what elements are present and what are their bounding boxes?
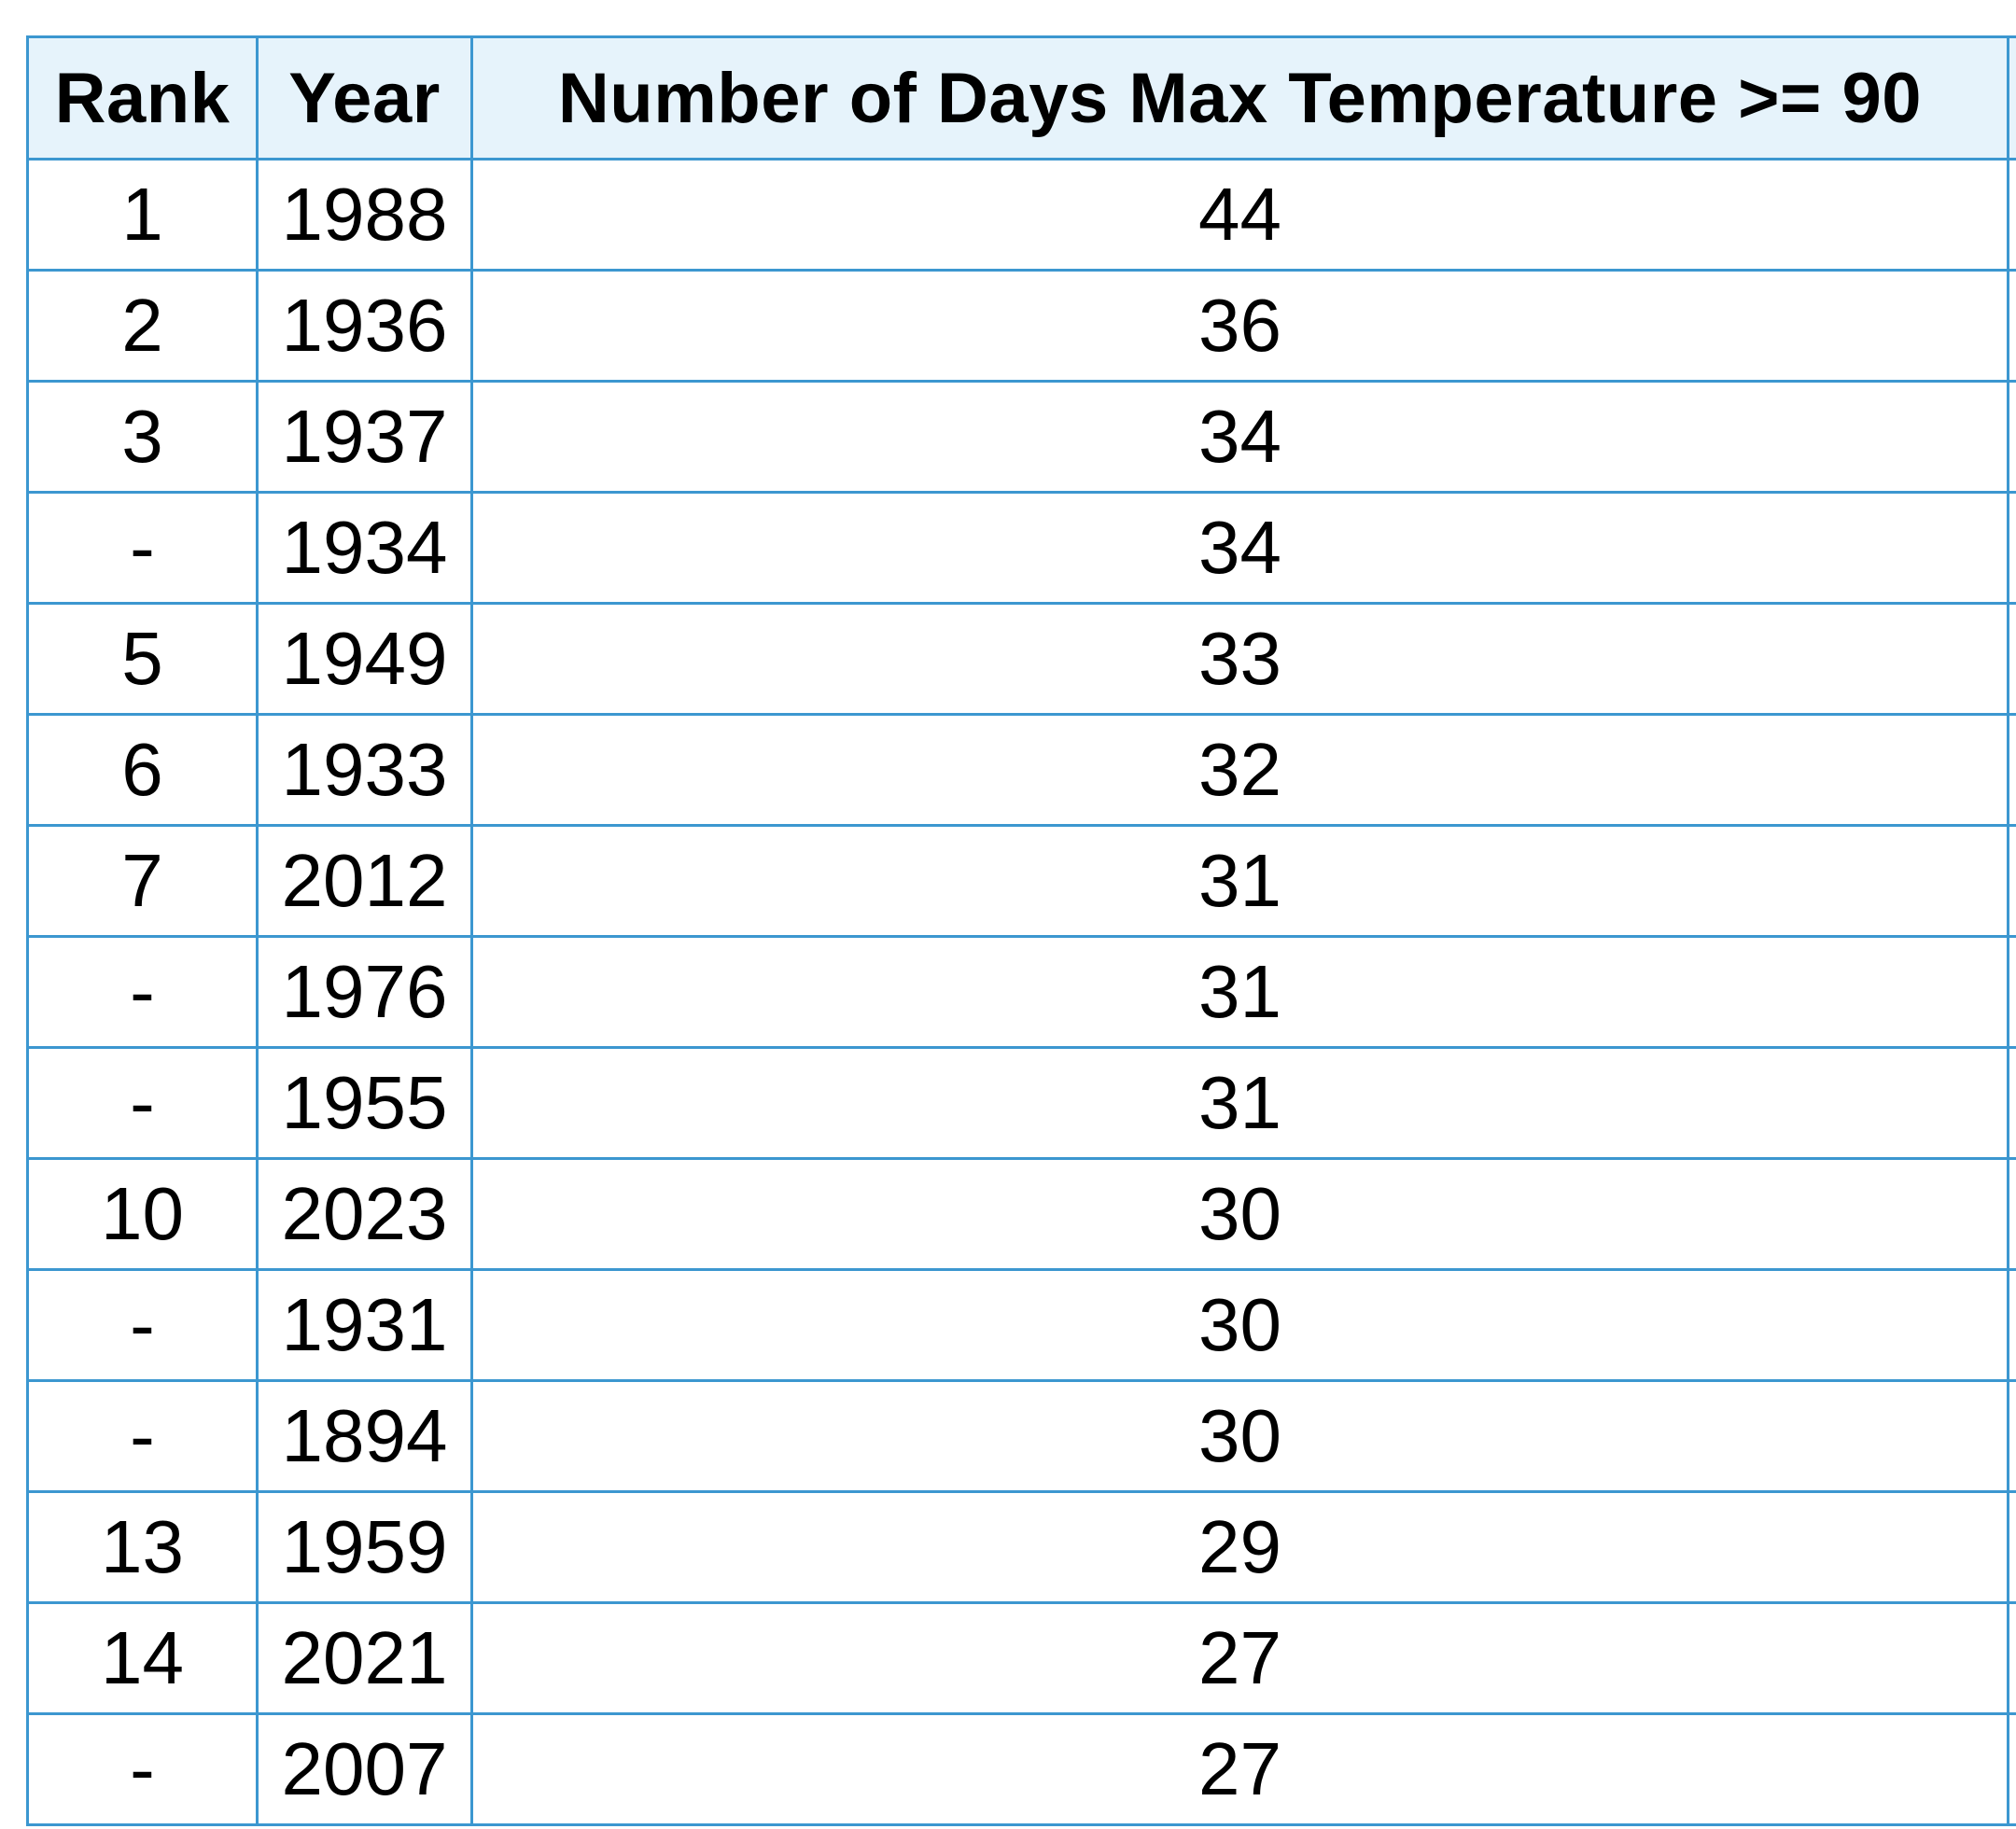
rank-cell: 14 [26, 1601, 259, 1715]
table-header: Rank Year Number of Days Max Temperature… [26, 35, 2016, 161]
year-cell: 1894 [256, 1379, 473, 1493]
days-cell: 27 [470, 1712, 2009, 1826]
clipped-cell [2007, 1490, 2016, 1604]
clipped-cell [2007, 1157, 2016, 1271]
year-cell: 1949 [256, 602, 473, 716]
table-row: 3 1937 34 [26, 380, 2016, 494]
clipped-cell [2007, 1046, 2016, 1160]
table-row: -1955 31 [26, 1046, 2016, 1160]
clipped-cell [2007, 1601, 2016, 1715]
days-cell: 30 [470, 1268, 2009, 1382]
table-row: 2 1936 36 [26, 269, 2016, 383]
year-cell: 1931 [256, 1268, 473, 1382]
year-cell: 2021 [256, 1601, 473, 1715]
clipped-cell [2007, 1379, 2016, 1493]
table-row: -1976 31 [26, 935, 2016, 1049]
clipped-cell [2007, 158, 2016, 272]
year-cell: 2023 [256, 1157, 473, 1271]
year-cell: 2007 [256, 1712, 473, 1826]
table-row: 13 1959 29 [26, 1490, 2016, 1604]
rank-cell: 7 [26, 824, 259, 938]
clipped-cell [2007, 1268, 2016, 1382]
days-cell: 31 [470, 935, 2009, 1049]
table-row: 6 1933 32 [26, 713, 2016, 827]
table-row: 1 1988 44 [26, 158, 2016, 272]
year-cell: 2012 [256, 824, 473, 938]
days-cell: 27 [470, 1601, 2009, 1715]
table-row: 5 1949 33 [26, 602, 2016, 716]
days-cell: 31 [470, 1046, 2009, 1160]
table-row: -1894 30 [26, 1379, 2016, 1493]
days-cell: 34 [470, 380, 2009, 494]
days-cell: 33 [470, 602, 2009, 716]
days-cell: 44 [470, 158, 2009, 272]
rank-cell: 10 [26, 1157, 259, 1271]
days-cell: 34 [470, 491, 2009, 605]
header-row: Rank Year Number of Days Max Temperature… [26, 35, 2016, 161]
rank-cell: - [26, 1712, 259, 1826]
table-row: 10 2023 30 [26, 1157, 2016, 1271]
table-row: -2007 27 [26, 1712, 2016, 1826]
table-row: -1934 34 [26, 491, 2016, 605]
year-cell: 1976 [256, 935, 473, 1049]
rank-cell: - [26, 1046, 259, 1160]
clipped-cell [2007, 269, 2016, 383]
rank-cell: - [26, 935, 259, 1049]
column-header-days[interactable]: Number of Days Max Temperature >= 90 [470, 35, 2009, 161]
table-row: -1931 30 [26, 1268, 2016, 1382]
year-cell: 1933 [256, 713, 473, 827]
year-cell: 1934 [256, 491, 473, 605]
rank-cell: - [26, 1379, 259, 1493]
table-row: 14 2021 27 [26, 1601, 2016, 1715]
clipped-cell [2007, 935, 2016, 1049]
year-cell: 1936 [256, 269, 473, 383]
days-cell: 36 [470, 269, 2009, 383]
days-cell: 29 [470, 1490, 2009, 1604]
rank-cell: 2 [26, 269, 259, 383]
rank-cell: - [26, 491, 259, 605]
column-header-year[interactable]: Year [256, 35, 473, 161]
ranking-table: Rank Year Number of Days Max Temperature… [26, 35, 2016, 1826]
clipped-cell [2007, 491, 2016, 605]
clipped-cell [2007, 380, 2016, 494]
clipped-cell [2007, 1712, 2016, 1826]
rank-cell: 13 [26, 1490, 259, 1604]
rank-cell: 6 [26, 713, 259, 827]
year-cell: 1955 [256, 1046, 473, 1160]
year-cell: 1959 [256, 1490, 473, 1604]
column-header-rank[interactable]: Rank [26, 35, 259, 161]
clipped-cell [2007, 713, 2016, 827]
column-header-clipped [2007, 35, 2016, 161]
table-row: 7 2012 31 [26, 824, 2016, 938]
days-cell: 32 [470, 713, 2009, 827]
rank-cell: 5 [26, 602, 259, 716]
rank-cell: - [26, 1268, 259, 1382]
year-cell: 1988 [256, 158, 473, 272]
days-cell: 30 [470, 1379, 2009, 1493]
days-cell: 31 [470, 824, 2009, 938]
clipped-cell [2007, 824, 2016, 938]
days-cell: 30 [470, 1157, 2009, 1271]
rank-cell: 1 [26, 158, 259, 272]
table-body: 1 1988 44 2 1936 36 3 1937 34-1934 34 5 1949 33 6 1933… [26, 158, 2016, 1826]
rank-cell: 3 [26, 380, 259, 494]
clipped-cell [2007, 602, 2016, 716]
year-cell: 1937 [256, 380, 473, 494]
